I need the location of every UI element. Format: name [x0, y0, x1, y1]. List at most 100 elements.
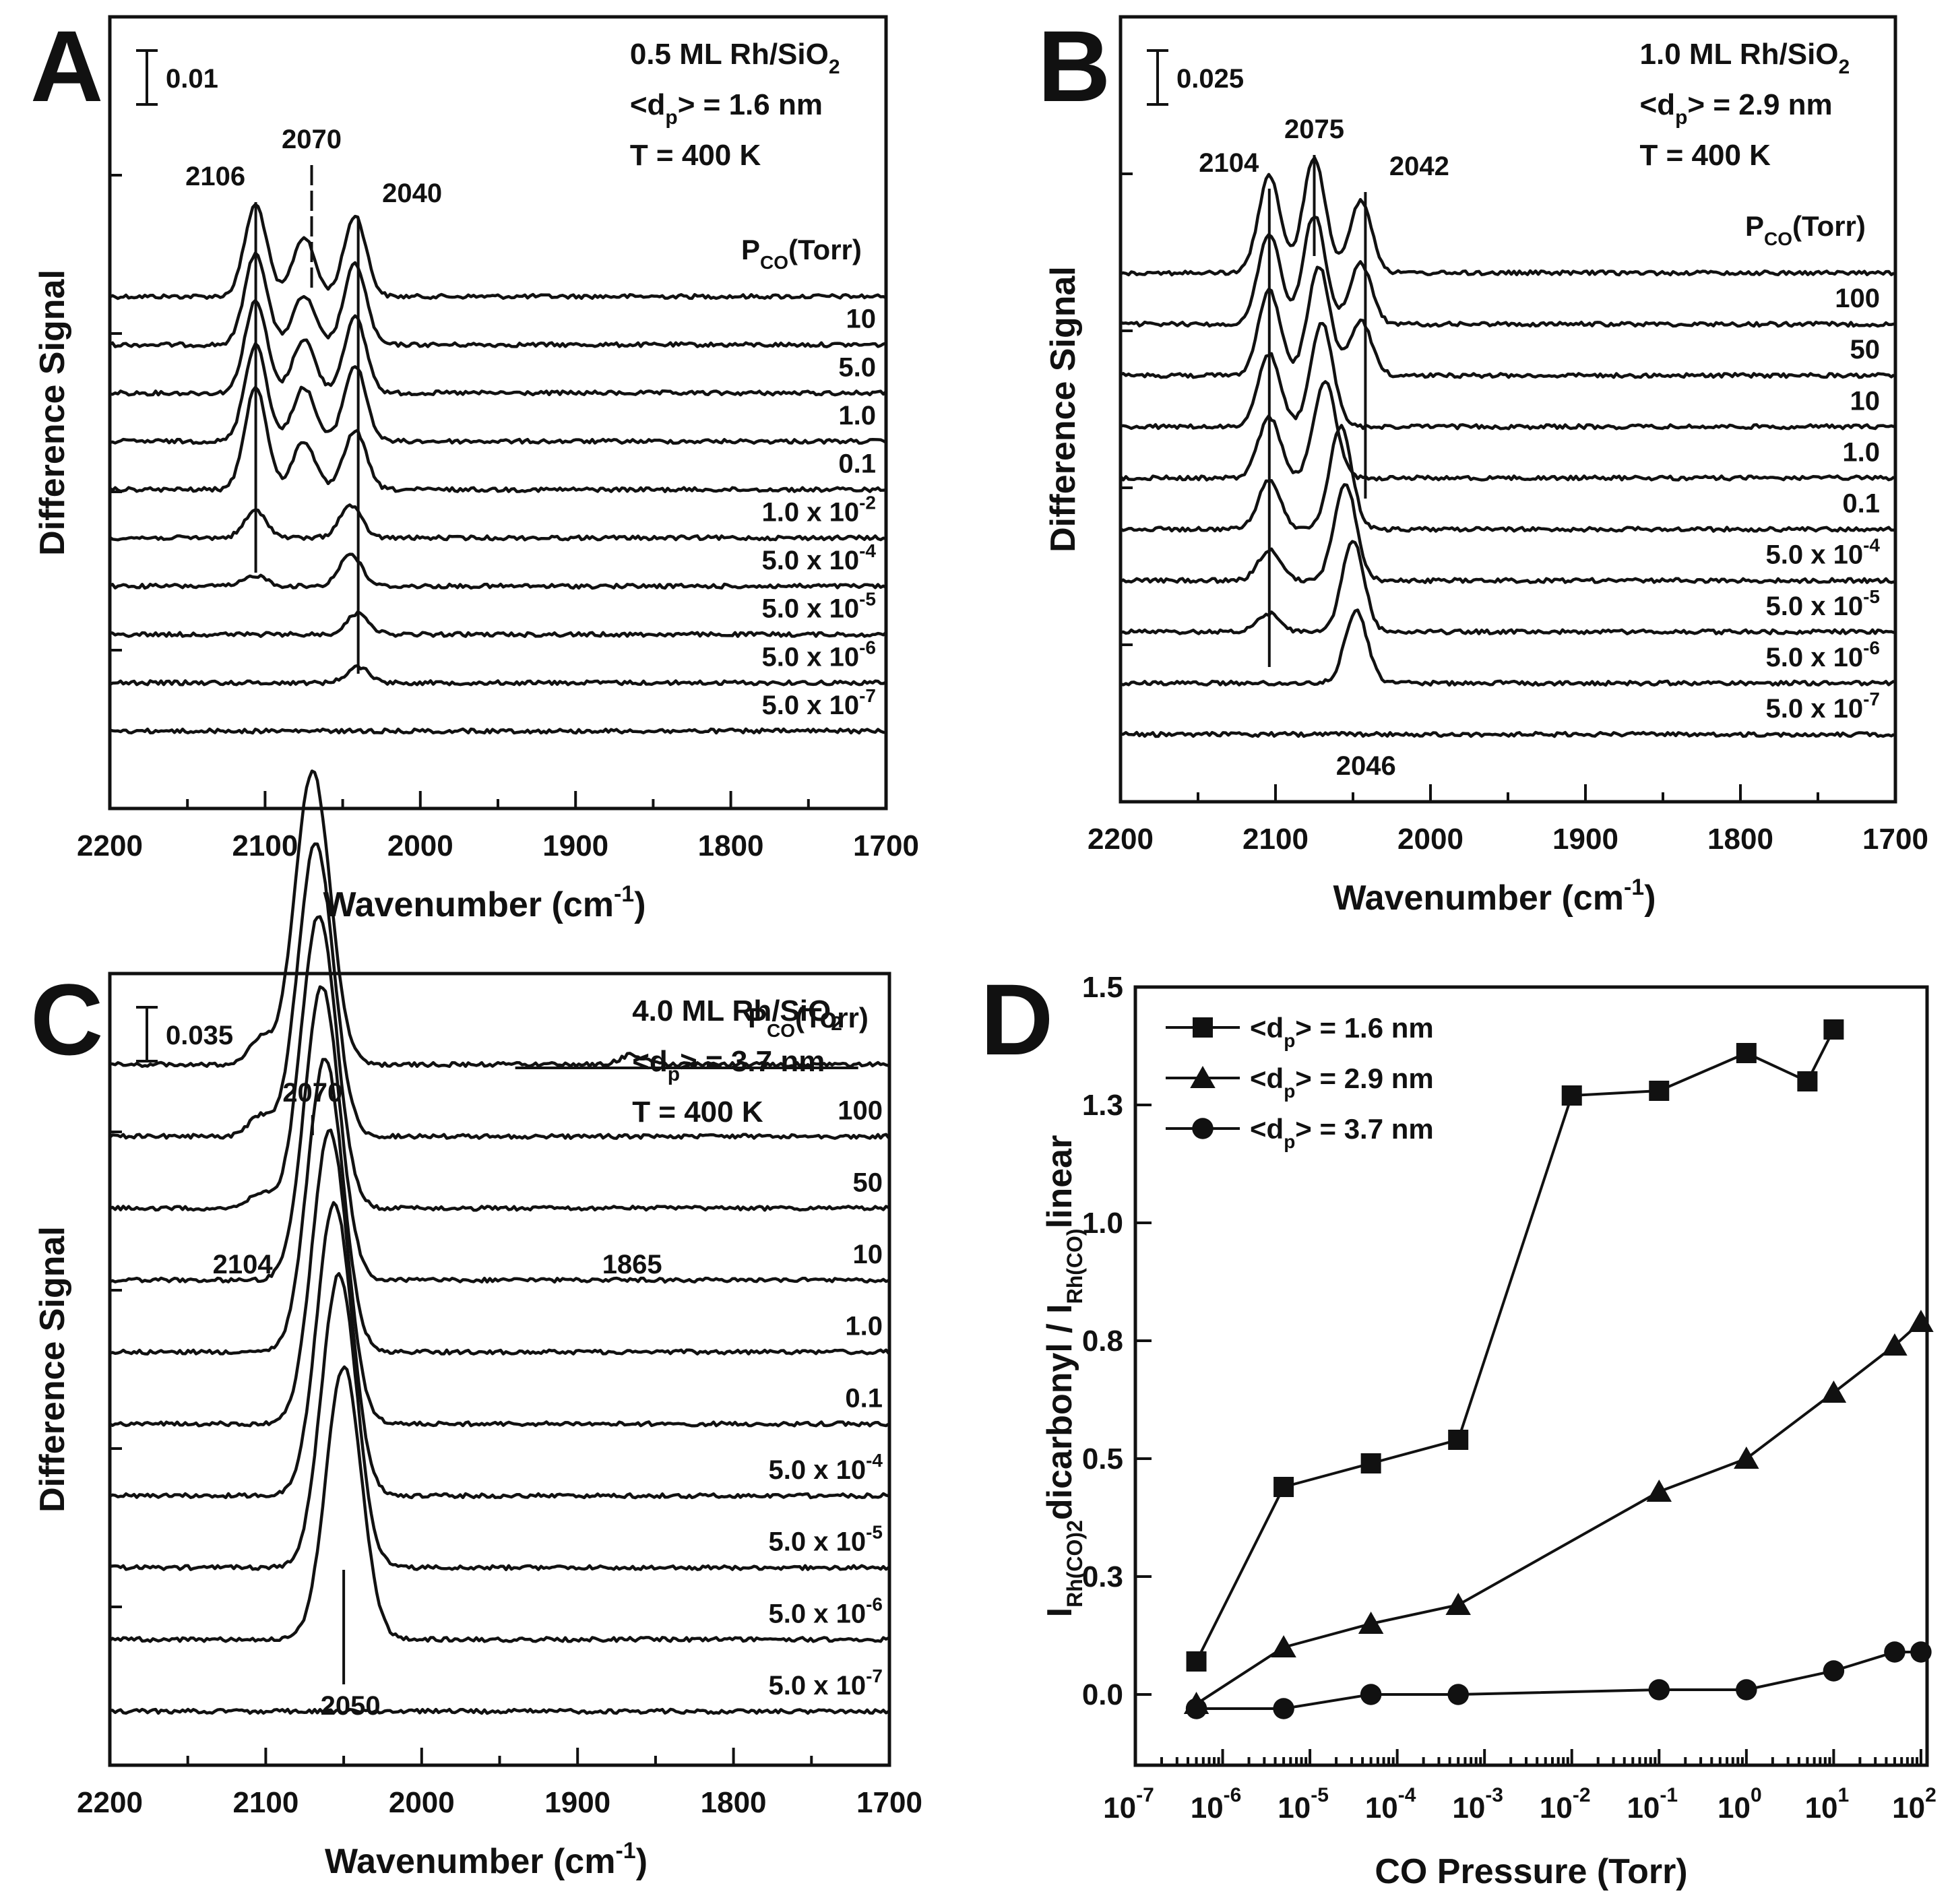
- legend-label-sub: p: [1284, 1030, 1295, 1051]
- data-point-square: [1736, 1043, 1757, 1063]
- spectrum-trace: [109, 985, 889, 1284]
- x-tick-label-exp: -7: [1136, 1784, 1154, 1806]
- pressure-label: 1.0: [1842, 437, 1880, 467]
- spectrum-trace: [1119, 424, 1894, 533]
- x-tick-label: 10-3: [1452, 1784, 1503, 1824]
- y-tick-label: 0.8: [1082, 1325, 1123, 1358]
- panel-letter: B: [1038, 9, 1110, 123]
- x-axis-label-close: ): [636, 1842, 648, 1881]
- legend-label-sub: p: [1284, 1131, 1295, 1152]
- pressure-label: 5.0 x 10-7: [769, 1665, 883, 1701]
- series-line: [1195, 1029, 1835, 1662]
- x-tick-label: 1700: [853, 829, 919, 862]
- plot-frame: [108, 972, 891, 1767]
- series-2: [1183, 1310, 1934, 1714]
- pressure-header: PCO(Torr): [741, 234, 862, 273]
- pressure-label: 0.1: [838, 449, 876, 479]
- data-point-square: [1273, 1477, 1294, 1497]
- y-axis-label-sub2: Rh(CO): [1063, 1228, 1087, 1304]
- spectrum-trace: [109, 727, 887, 735]
- plot-frame: [1133, 985, 1929, 1767]
- pressure-label: 5.0: [838, 352, 876, 382]
- pressure-label: 10: [1850, 386, 1881, 416]
- info-temperature: T = 400 K: [632, 1096, 763, 1129]
- pressure-label-exp: -7: [1863, 689, 1880, 709]
- x-tick-label: 2200: [77, 1786, 143, 1819]
- data-point-triangle: [1821, 1381, 1847, 1403]
- pressure-label-exp: -5: [1863, 586, 1880, 607]
- pressure-header-sub: CO: [1764, 228, 1792, 249]
- data-point-square: [1823, 1019, 1844, 1040]
- scale-bar-label: 0.025: [1176, 64, 1244, 94]
- x-tick-label: 1900: [1552, 823, 1618, 856]
- x-axis-label-close: ): [634, 885, 646, 924]
- x-tick-label: 2000: [389, 1786, 455, 1819]
- scale-bar-label: 0.01: [166, 64, 218, 94]
- spectrum-trace: [108, 664, 887, 687]
- spectrum-trace: [109, 1707, 890, 1715]
- spectrum-trace: [109, 610, 887, 638]
- pressure-header: PCO(Torr): [1745, 210, 1866, 249]
- series-1: [1186, 1019, 1844, 1672]
- x-tick-label: 1700: [1862, 823, 1928, 856]
- y-axis-label: Difference Signal: [33, 1226, 72, 1513]
- spectrum-trace: [1120, 608, 1895, 687]
- x-tick-label: 1900: [542, 829, 608, 862]
- pressure-label: 50: [1850, 335, 1881, 364]
- x-tick-label-exp: -3: [1485, 1784, 1503, 1806]
- y-axis-label-i1: I: [1040, 1608, 1079, 1617]
- spectrum-trace: [108, 1129, 890, 1428]
- pressure-label-exp: -6: [859, 637, 876, 658]
- spectrum-trace: [1120, 215, 1895, 328]
- data-point-triangle: [1271, 1635, 1296, 1657]
- y-tick-label: 1.5: [1082, 971, 1123, 1004]
- pressure-label: 5.0 x 10-5: [762, 589, 876, 624]
- x-axis-label: Wavenumber (cm-1): [325, 1838, 648, 1881]
- x-tick-label: 2000: [1397, 823, 1463, 856]
- data-point-triangle: [1190, 1066, 1216, 1088]
- y-tick-label: 1.0: [1082, 1207, 1123, 1240]
- pressure-header-sub: CO: [760, 252, 788, 273]
- y-axis-label: IRh(CO)2dicarbonyl / IRh(CO)linear: [1040, 1135, 1087, 1618]
- x-tick-label-exp: 0: [1751, 1784, 1762, 1806]
- x-axis-label: CO Pressure (Torr): [1375, 1852, 1687, 1891]
- panel-letter: A: [30, 9, 103, 123]
- x-tick-label-exp: -1: [1660, 1784, 1678, 1806]
- pressure-label: 5.0 x 10-4: [762, 540, 877, 575]
- data-point-square: [1448, 1430, 1469, 1450]
- data-point-triangle: [1358, 1612, 1384, 1634]
- peak-label: 2104: [1199, 148, 1259, 178]
- peak-label: 2040: [382, 179, 442, 208]
- pressure-label: 5.0 x 10-5: [769, 1522, 883, 1557]
- series-line: [1195, 1321, 1922, 1705]
- x-tick-label-exp: -6: [1224, 1784, 1242, 1806]
- data-point-circle: [1648, 1679, 1670, 1701]
- data-point-square: [1186, 1651, 1207, 1672]
- info-size-rest: > = 2.9 nm: [1687, 88, 1832, 121]
- pressure-label: 0.1: [845, 1383, 883, 1413]
- pressure-label: 1.0 x 10-2: [762, 492, 876, 527]
- info-size: <dp> = 1.6 nm: [630, 88, 823, 129]
- legend-label: <dp> = 1.6 nm: [1250, 1012, 1434, 1051]
- peak-label: 2104: [213, 1250, 274, 1279]
- x-tick-label-exp: 2: [1925, 1784, 1937, 1806]
- series-line: [1196, 1651, 1921, 1710]
- x-tick-label: 2100: [1242, 823, 1309, 856]
- x-tick-label: 10-4: [1365, 1784, 1416, 1824]
- y-axis-label: Difference Signal: [1044, 266, 1083, 552]
- data-point-square: [1193, 1017, 1213, 1038]
- x-tick-label: 100: [1718, 1784, 1762, 1824]
- pressure-header-sub: CO: [767, 1020, 795, 1041]
- legend-label-rest: > = 3.7 nm: [1295, 1113, 1433, 1145]
- info-material-sub: 2: [831, 1013, 842, 1035]
- pressure-label: 10: [846, 305, 877, 334]
- data-point-circle: [1185, 1698, 1207, 1719]
- peak-label: 2070: [282, 1078, 342, 1108]
- y-tick-label: 0.0: [1082, 1678, 1123, 1711]
- x-tick-label: 2100: [232, 1786, 298, 1819]
- spectrum-trace: [108, 503, 887, 542]
- x-axis-label: Wavenumber (cm-1): [323, 881, 646, 924]
- info-size-sub: p: [665, 106, 677, 129]
- data-point-triangle: [1734, 1447, 1759, 1469]
